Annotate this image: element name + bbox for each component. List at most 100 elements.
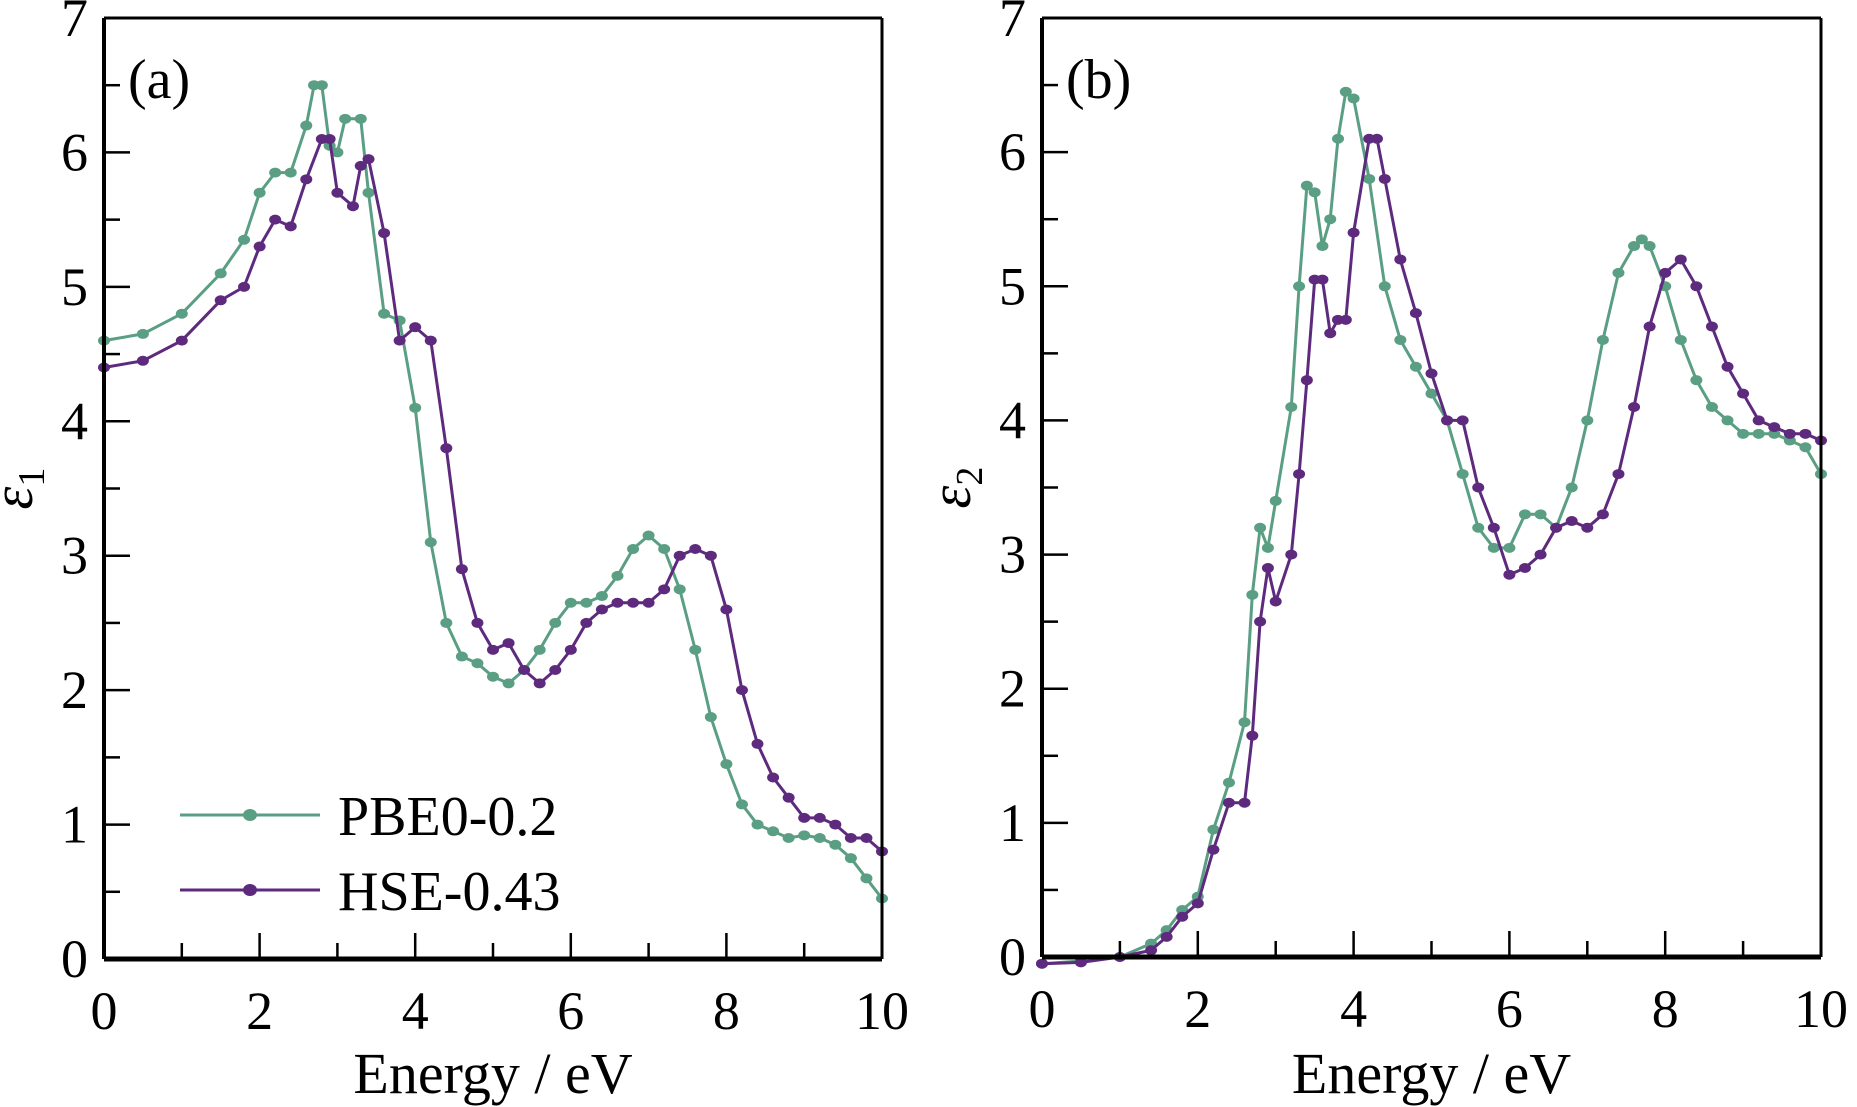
data-point xyxy=(642,597,655,608)
data-point xyxy=(502,678,515,689)
data-point xyxy=(751,738,764,749)
data-point xyxy=(471,617,484,628)
data-point xyxy=(689,644,702,655)
data-point xyxy=(844,833,857,844)
data-point xyxy=(549,664,562,675)
data-point xyxy=(346,201,359,212)
data-point xyxy=(1254,616,1267,627)
data-point xyxy=(1409,361,1422,372)
data-point xyxy=(1324,328,1337,339)
series-HSE-0.43 xyxy=(1036,133,1827,969)
x-axis-label: Energy / eV xyxy=(353,1041,632,1106)
data-point xyxy=(564,644,577,655)
data-point xyxy=(782,833,795,844)
data-point xyxy=(1635,234,1648,245)
data-point xyxy=(673,584,686,595)
x-tick-label: 8 xyxy=(713,981,740,1041)
data-point xyxy=(1425,368,1438,379)
data-point xyxy=(829,839,842,850)
data-point xyxy=(751,819,764,830)
data-point xyxy=(323,133,336,144)
y-tick-label: 4 xyxy=(999,390,1026,450)
data-point xyxy=(844,853,857,864)
data-point xyxy=(1768,422,1781,433)
x-tick-label: 0 xyxy=(91,981,118,1041)
data-point xyxy=(1339,314,1352,325)
data-point xyxy=(331,187,344,198)
data-point xyxy=(735,685,748,696)
data-point xyxy=(1472,482,1485,493)
data-point xyxy=(1752,415,1765,426)
legend-item: HSE-0.43 xyxy=(180,861,560,923)
data-point xyxy=(1222,777,1235,788)
data-point xyxy=(1581,522,1594,533)
data-point xyxy=(1441,415,1454,426)
data-point xyxy=(1409,308,1422,319)
series-HSE-0.43 xyxy=(98,133,888,857)
data-point xyxy=(487,671,499,682)
data-point xyxy=(611,570,624,581)
data-point xyxy=(1293,281,1306,292)
data-point xyxy=(1036,958,1048,969)
data-point xyxy=(595,604,608,615)
data-point xyxy=(175,335,188,346)
data-point xyxy=(471,658,484,669)
data-point xyxy=(455,651,468,662)
data-point xyxy=(214,268,227,279)
data-point xyxy=(1324,214,1337,225)
y-axis-label-subscript: 1 xyxy=(11,468,53,487)
data-point xyxy=(1261,562,1274,573)
data-point xyxy=(735,799,748,810)
x-tick-label: 10 xyxy=(855,981,909,1041)
data-point xyxy=(354,160,367,171)
data-point xyxy=(1487,542,1500,553)
data-point xyxy=(1246,730,1259,741)
x-axis-label: Energy / eV xyxy=(1292,1041,1571,1106)
data-point xyxy=(315,80,328,91)
data-point xyxy=(1612,469,1625,480)
data-point xyxy=(238,281,251,292)
data-point xyxy=(1300,375,1313,386)
data-point xyxy=(658,584,671,595)
data-point xyxy=(1565,482,1578,493)
data-point xyxy=(1238,797,1251,808)
data-point xyxy=(658,543,671,554)
y-tick-label: 3 xyxy=(999,525,1026,585)
data-point xyxy=(1246,589,1259,600)
data-point xyxy=(767,772,780,783)
data-point xyxy=(1378,173,1391,184)
panel-a: 0 2 4 6 8 10 0 1 2 3 4 5 6 7 Energy / eV ε1 (a) xyxy=(0,0,909,1106)
data-point xyxy=(1550,522,1563,533)
x-tick-label: 6 xyxy=(1496,979,1523,1039)
data-point xyxy=(1518,509,1531,520)
data-point xyxy=(214,295,227,306)
data-point xyxy=(611,597,624,608)
data-point xyxy=(1378,281,1391,292)
data-point xyxy=(595,591,608,602)
data-point xyxy=(1690,375,1703,386)
x-tick-label: 4 xyxy=(1340,979,1367,1039)
data-point xyxy=(673,550,686,561)
data-point xyxy=(1269,495,1282,506)
data-point xyxy=(1534,509,1547,520)
data-point xyxy=(1261,542,1274,553)
data-point xyxy=(1690,281,1703,292)
data-point xyxy=(1472,522,1485,533)
data-point xyxy=(860,833,873,844)
data-point xyxy=(1705,402,1718,413)
data-point xyxy=(1503,569,1516,580)
data-point xyxy=(1207,844,1220,855)
y-axis-label-subscript: 2 xyxy=(949,467,991,486)
y-axis-label: ε2 xyxy=(918,467,991,509)
x-tick-label: 6 xyxy=(557,981,584,1041)
legend-marker xyxy=(243,884,257,896)
data-point xyxy=(813,812,826,823)
data-point xyxy=(284,221,297,232)
data-point xyxy=(354,113,367,124)
data-point xyxy=(502,638,515,649)
data-point xyxy=(564,597,577,608)
data-point xyxy=(409,322,422,333)
data-point xyxy=(393,335,406,346)
data-point xyxy=(1269,596,1282,607)
legend-marker xyxy=(243,809,257,821)
